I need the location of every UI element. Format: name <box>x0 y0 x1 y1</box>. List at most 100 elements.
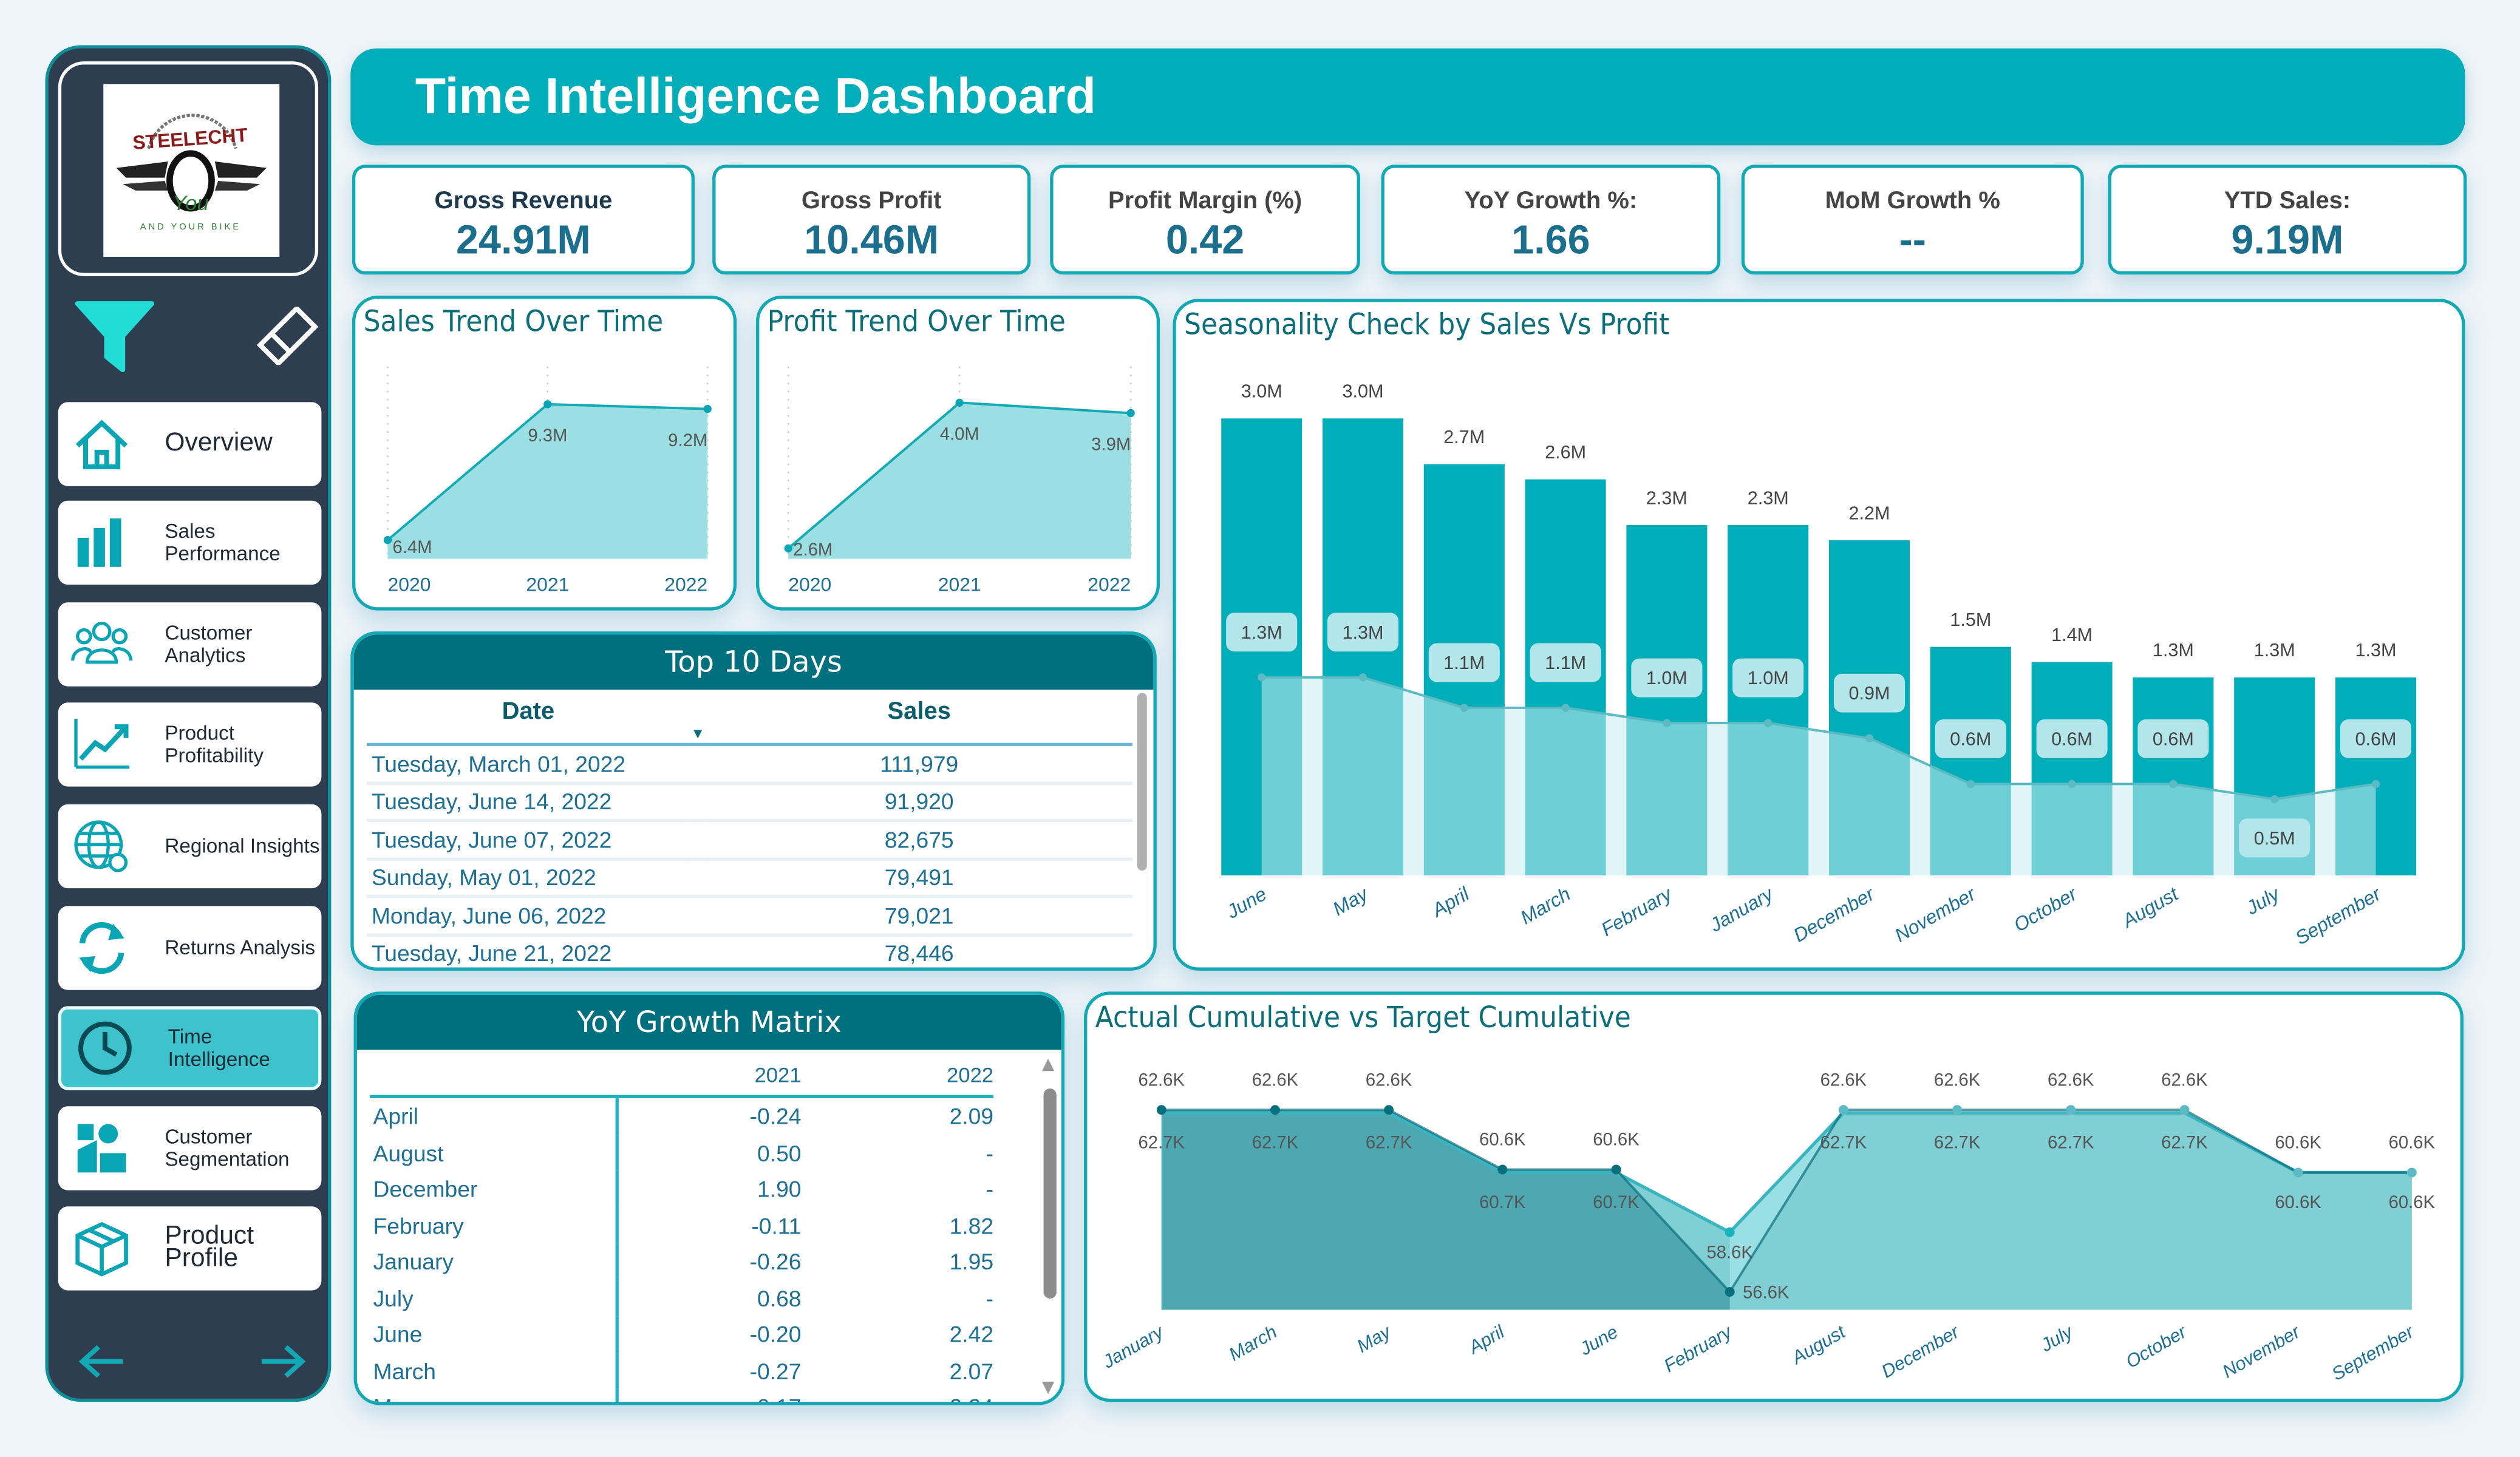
table-row[interactable]: Monday, June 06, 2022 79,021 <box>366 896 1132 936</box>
top10-days-table: Top 10 Days Date ▼ Sales Tuesday, March … <box>350 631 1157 971</box>
value-2022-cell: - <box>986 1176 994 1202</box>
x-tick-label: 2022 <box>1088 574 1131 596</box>
matrix-row: February -0.11 1.82 <box>370 1207 993 1244</box>
x-tick-label: February <box>1597 882 1676 940</box>
matrix-row: April -0.24 2.09 <box>370 1096 993 1135</box>
svg-text:STEELECHT: STEELECHT <box>132 124 248 154</box>
actual-area <box>1161 1110 1730 1310</box>
table-row[interactable]: Sunday, May 01, 2022 79,491 <box>366 858 1132 898</box>
sales-trend-chart: 6.4M 2020 9.3M 2021 9.2M 2022 <box>383 366 712 596</box>
table-row[interactable]: Tuesday, June 21, 2022 78,446 <box>366 934 1132 968</box>
value-2021-cell: 1.90 <box>757 1176 802 1202</box>
x-tick-label: August <box>2117 882 2182 932</box>
bar-value-label: 1.3M <box>2153 640 2194 661</box>
bar-value-label: 3.0M <box>1343 381 1384 402</box>
profit-point <box>2270 795 2279 804</box>
sidebar-item-overview[interactable]: Overview <box>58 402 322 486</box>
data-label: 9.3M <box>528 426 567 446</box>
x-tick-label: 2022 <box>664 574 707 596</box>
profit-label-pill <box>1732 658 1804 698</box>
table-row[interactable]: Tuesday, March 01, 2022 111,979 <box>366 744 1132 784</box>
kpi-label: MoM Growth % <box>1825 187 2000 215</box>
data-label: 4.0M <box>940 424 979 444</box>
value-2022-cell: - <box>986 1285 994 1311</box>
column-label: Date <box>502 698 555 725</box>
sidebar-item-label: Customer Segmentation <box>165 1126 290 1171</box>
sidebar-item-label: Customer Analytics <box>165 622 253 667</box>
data-label-upper: 60.6K <box>2389 1133 2436 1153</box>
column-header-2022[interactable]: 2022 <box>947 1062 994 1087</box>
sidebar-item-customer-segmentation[interactable]: Customer Segmentation <box>58 1106 322 1190</box>
table-row[interactable]: Tuesday, June 07, 2022 82,675 <box>366 820 1132 860</box>
bar-value-label: 1.4M <box>2051 625 2093 645</box>
sidebar-item-product-profile[interactable]: Product Profile <box>58 1206 322 1291</box>
bar-value-label: 3.0M <box>1241 381 1282 402</box>
x-tick-label: April <box>1464 1321 1508 1359</box>
data-point <box>543 400 552 409</box>
filter-icon[interactable] <box>74 301 155 373</box>
sort-desc-icon[interactable]: ▼ <box>690 725 706 742</box>
chart-title: Seasonality Check by Sales Vs Profit <box>1183 308 1670 342</box>
top10-grid: Date ▼ Sales Tuesday, March 01, 2022 111,… <box>366 693 1132 968</box>
x-tick-label: March <box>1516 883 1574 929</box>
sidebar-item-returns-analysis[interactable]: Returns Analysis <box>58 906 322 990</box>
series-line <box>1161 1109 2412 1294</box>
profit-label-pill <box>1327 613 1399 652</box>
arrow-left-icon[interactable] <box>78 1340 126 1382</box>
profit-value-label: 0.6M <box>2051 729 2093 750</box>
value-2021-cell: 0.68 <box>757 1285 802 1311</box>
scrollbar[interactable] <box>1043 1089 1057 1299</box>
eraser-icon[interactable] <box>255 305 319 367</box>
sidebar-item-sales-performance[interactable]: Sales Performance <box>58 500 322 585</box>
matrix-row: July 0.68 - <box>370 1280 994 1317</box>
data-label-lower: 62.7K <box>1366 1133 1412 1153</box>
data-label-lower: 56.6K <box>1743 1283 1790 1303</box>
month-cell: February <box>370 1207 619 1244</box>
profit-trend-card: Profit Trend Over Time 2.6M 2020 4.0M 2021 3… <box>756 295 1160 611</box>
profit-point <box>1764 719 1773 727</box>
kpi-value: -- <box>1899 218 1926 263</box>
scrollbar[interactable] <box>1137 693 1147 871</box>
profit-point <box>1966 779 1975 789</box>
column-header-sales[interactable]: Sales <box>706 693 1132 744</box>
sidebar-item-product-profitability[interactable]: Product Profitability <box>58 702 322 787</box>
data-label-lower: 60.7K <box>1479 1193 1526 1212</box>
profit-label-pill <box>1226 613 1298 652</box>
arrow-right-icon[interactable] <box>259 1340 307 1382</box>
sidebar-item-time-intelligence[interactable]: Time Intelligence <box>58 1006 322 1090</box>
profit-value-label: 1.1M <box>1545 653 1586 673</box>
profit-point <box>1561 704 1570 712</box>
x-tick-label: December <box>1878 1321 1964 1382</box>
data-label: 3.9M <box>1091 435 1131 455</box>
month-cell: April <box>370 1096 619 1135</box>
sidebar-item-label: Returns Analysis <box>165 936 316 960</box>
data-point <box>383 535 392 545</box>
data-point <box>784 544 792 552</box>
sales-cell: 82,675 <box>706 820 1132 860</box>
chart-title: Sales Trend Over Time <box>363 305 664 339</box>
data-point <box>1156 1105 1166 1115</box>
month-cell: December <box>370 1170 619 1207</box>
sidebar-item-label: Overview <box>165 429 273 457</box>
value-2022-cell: 2.07 <box>949 1357 994 1384</box>
data-label-upper: 62.6K <box>2048 1070 2094 1090</box>
x-tick-label: 2020 <box>788 574 831 596</box>
scroll-up-icon[interactable]: ▲ <box>1041 1056 1055 1075</box>
profit-point <box>1258 673 1266 682</box>
column-header-2021[interactable]: 2021 <box>754 1062 802 1087</box>
value-2021-cell: -0.20 <box>749 1321 802 1348</box>
table-row[interactable]: Tuesday, June 14, 2022 91,920 <box>366 782 1132 823</box>
profit-label-pill <box>2239 818 2311 858</box>
sidebar-item-regional-insights[interactable]: Regional Insights <box>58 804 322 889</box>
profit-area <box>1261 677 2376 875</box>
data-label-lower: 62.7K <box>1934 1133 1981 1153</box>
column-header-date[interactable]: Date <box>367 693 690 744</box>
kpi-gross-profit: Gross Profit 10.46M <box>712 165 1031 275</box>
sidebar-item-customer-analytics[interactable]: Customer Analytics <box>58 602 322 687</box>
value-2021-cell: 0.50 <box>757 1139 802 1166</box>
scroll-down-icon[interactable]: ▼ <box>1041 1379 1055 1398</box>
profit-value-label: 0.6M <box>2355 729 2397 750</box>
kpi-label: Profit Margin (%) <box>1108 187 1303 215</box>
x-tick-label: January <box>1098 1321 1168 1373</box>
x-tick-label: January <box>1706 882 1778 936</box>
